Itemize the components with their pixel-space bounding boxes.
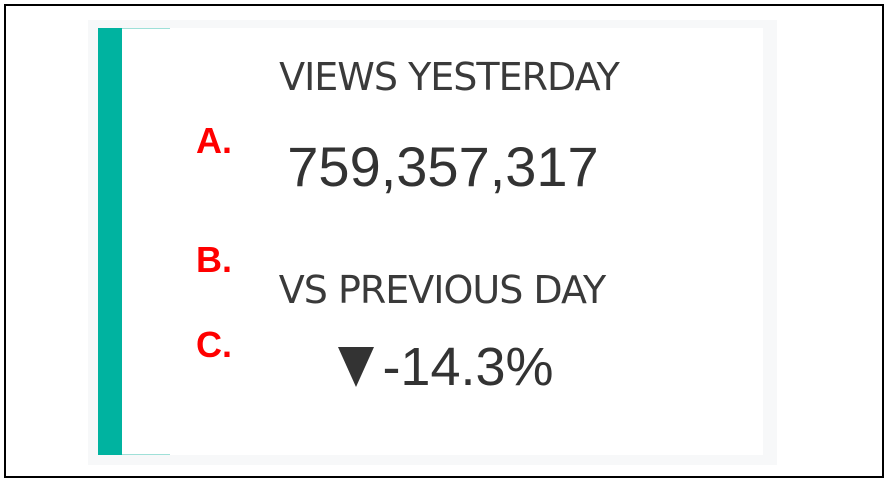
card-accent-line-top — [122, 28, 170, 29]
card-accent-bar — [98, 28, 122, 455]
views-yesterday-value: 759,357,317 — [287, 135, 599, 198]
annotation-marker-b: B. — [196, 239, 232, 280]
annotation-marker-a: A. — [196, 120, 232, 161]
down-triangle-icon — [338, 347, 375, 387]
change-percent-value: -14.3% — [382, 337, 554, 397]
kpi-card-body — [98, 28, 763, 455]
views-yesterday-label: VIEWS YESTERDAY — [279, 55, 620, 99]
kpi-card — [88, 20, 777, 465]
annotation-marker-c: C. — [196, 324, 232, 365]
vs-previous-day-label: VS PREVIOUS DAY — [278, 268, 607, 312]
change-indicator: -14.3% — [0, 336, 892, 398]
card-accent-line-bottom — [122, 454, 170, 455]
